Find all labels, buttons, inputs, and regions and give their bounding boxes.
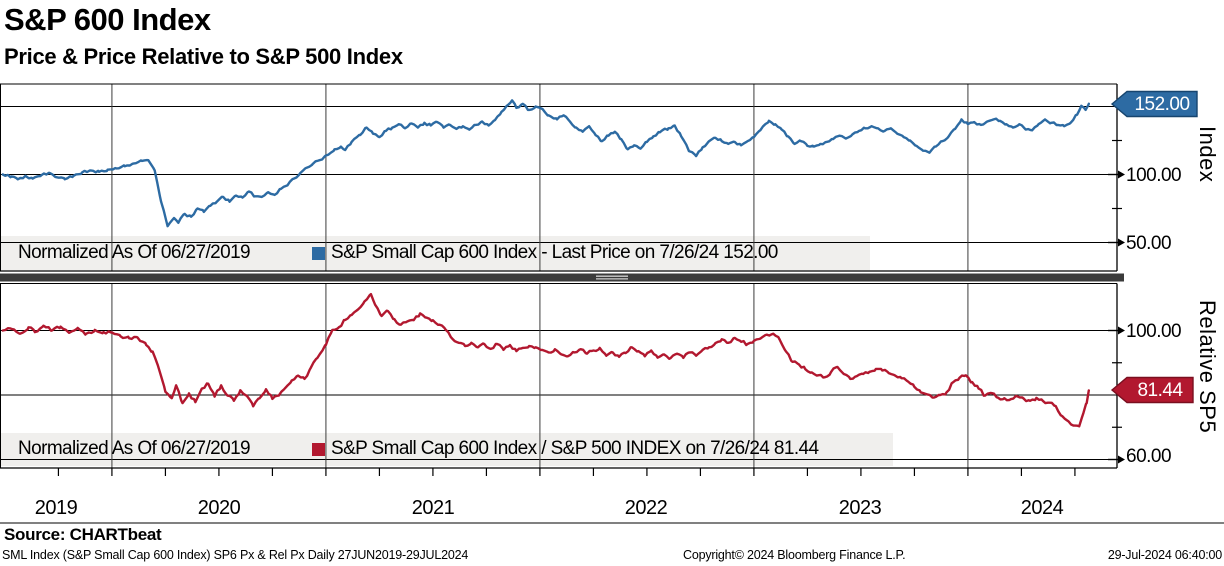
y-tick-label-top-50: 50.00 bbox=[1126, 233, 1172, 254]
x-tick-label-2021: 2021 bbox=[411, 497, 455, 519]
page-title: S&P 600 Index bbox=[4, 2, 211, 37]
legend-normalized-label: Normalized As Of 06/27/2019 bbox=[18, 242, 251, 263]
x-tick-label-2020: 2020 bbox=[197, 497, 241, 519]
footer-copyright: Copyright© 2024 Bloomberg Finance L.P. bbox=[683, 548, 906, 562]
axis-title-relative-sp5: Relative SP5 bbox=[1195, 300, 1220, 434]
y-tick-label-top-100: 100.00 bbox=[1126, 165, 1182, 186]
y-tick-label-bottom-60: 60.00 bbox=[1126, 446, 1172, 467]
x-tick-label-2022: 2022 bbox=[624, 497, 668, 519]
source-label: Source: CHARTbeat bbox=[4, 525, 162, 544]
y-tick-label-bottom-100: 100.00 bbox=[1126, 321, 1182, 342]
legend-normalized-label: Normalized As Of 06/27/2019 bbox=[18, 438, 251, 459]
legend-series-label: S&P Small Cap 600 Index / S&P 500 INDEX … bbox=[331, 438, 819, 459]
legend-bottom-panel: Normalized As Of 06/27/2019 S&P Small Ca… bbox=[0, 434, 893, 464]
legend-top-panel: Normalized As Of 06/27/2019 S&P Small Ca… bbox=[0, 238, 870, 268]
x-tick-label-2023: 2023 bbox=[838, 497, 882, 519]
x-tick-label-2019: 2019 bbox=[34, 497, 78, 519]
x-tick-label-2024: 2024 bbox=[1020, 497, 1064, 519]
last-price-badge-top: 152.00 bbox=[1134, 94, 1190, 115]
footer-datetime: 29-Jul-2024 06:40:00 bbox=[1107, 548, 1222, 562]
page-subtitle: Price & Price Relative to S&P 500 Index bbox=[4, 44, 403, 69]
footer-ticker-info: SML Index (S&P Small Cap 600 Index) SP6 … bbox=[2, 548, 469, 562]
last-price-badge-bottom: 81.44 bbox=[1137, 380, 1183, 401]
axis-title-index: Index bbox=[1195, 126, 1220, 183]
red-series-swatch-icon bbox=[312, 442, 325, 456]
legend-series-label: S&P Small Cap 600 Index - Last Price on … bbox=[331, 242, 778, 263]
blue-series-swatch-icon bbox=[312, 246, 325, 260]
